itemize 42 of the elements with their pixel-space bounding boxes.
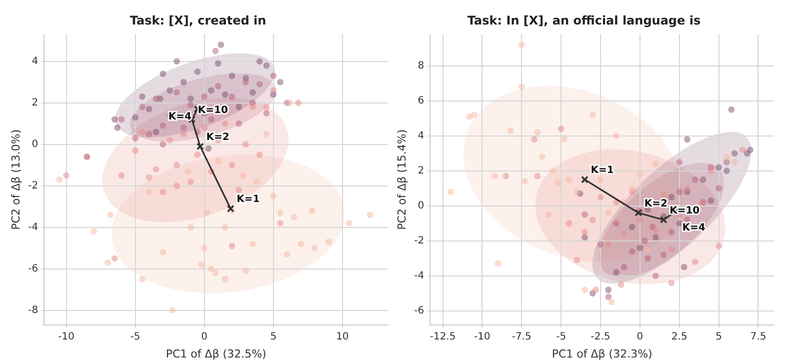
x-tick-label: 7.5: [750, 331, 766, 342]
y-tick-label: -4: [414, 270, 424, 282]
x-tick-label: -5: [130, 331, 140, 342]
x-axis-title: PC1 of Δβ (32.5%): [166, 347, 266, 360]
y-axis-title: PC2 of Δβ (15.4%): [395, 129, 408, 230]
x-tick-label: -7.5: [512, 331, 532, 342]
annotation: K=2: [206, 132, 230, 144]
x-tick-label: -10: [58, 331, 74, 342]
x-tick-label: -2.5: [590, 331, 610, 342]
y-tick-label: 2: [418, 165, 424, 176]
y-tick-label: 4: [418, 130, 424, 142]
y-tick-label: -2: [414, 235, 424, 246]
x-axis-title: PC1 of Δβ (32.3%): [552, 347, 652, 360]
x-tick-label: 5: [270, 331, 277, 342]
x-tick-label: -12.5: [430, 331, 456, 342]
y-tick-label: 8: [418, 60, 424, 72]
annotation: K=2: [644, 198, 668, 210]
y-tick-label: -6: [414, 305, 424, 316]
annotation: K=4: [682, 222, 706, 234]
annotation: K=4: [168, 112, 192, 123]
annotation: K=1: [236, 194, 260, 206]
x-tick-label: 0: [201, 331, 208, 342]
y-tick-label: 0: [418, 200, 424, 212]
y-tick-label: -2: [28, 180, 38, 192]
y-tick-label: 0: [32, 138, 38, 150]
y-axis-title: PC2 of Δβ (13.0%): [9, 129, 22, 230]
x-tick-label: -5: [556, 331, 566, 342]
x-tick-label: -10: [474, 331, 490, 342]
y-tick-label: 6: [418, 95, 424, 106]
y-tick-label: 4: [32, 56, 38, 67]
x-tick-label: 0: [636, 331, 644, 342]
x-tick-label: 5: [716, 331, 722, 342]
y-tick-label: -6: [28, 263, 38, 274]
y-tick-label: -8: [28, 304, 38, 316]
annotation: K=1: [590, 165, 614, 176]
x-tick-label: 2.5: [671, 331, 688, 342]
chart-title: Task: [X], created in: [130, 13, 266, 28]
annotation: K=10: [198, 105, 228, 116]
chart-title: Task: In [X], an official language is: [467, 13, 701, 28]
x-tick-label: 10: [336, 331, 349, 342]
y-tick-label: 2: [32, 97, 38, 108]
y-tick-label: -4: [28, 222, 38, 233]
